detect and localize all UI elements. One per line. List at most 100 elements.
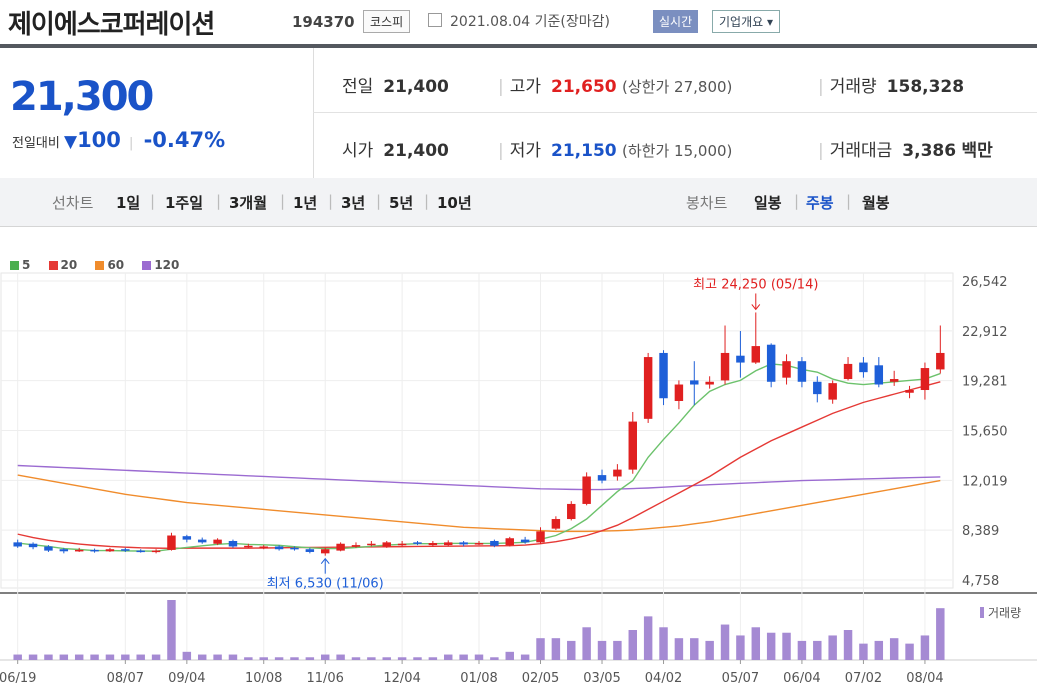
- legend-ma60: 60: [95, 258, 124, 272]
- annotation-low: 최저 6,530 (11/06): [267, 577, 384, 592]
- x-tick-label: 02/05: [522, 671, 559, 686]
- candle-body: [628, 421, 637, 470]
- candle-body: [520, 539, 530, 543]
- volume-bar: [690, 638, 699, 660]
- annotation-low-arrowhead: [320, 557, 330, 564]
- company-info-dropdown[interactable]: 기업개요 ▾: [712, 10, 780, 33]
- quote-panel: 21,300 전일대비 ▼100 | -0.47% 전일 21,400 | 고가 21…: [0, 48, 1037, 179]
- change-percent: -0.47%: [143, 128, 226, 152]
- volume-bar: [213, 654, 222, 660]
- prev-value: 21,400: [383, 77, 449, 97]
- candle-body: [920, 368, 930, 391]
- tab-1w[interactable]: 1주일: [165, 194, 204, 212]
- open-price: 시가 21,400: [342, 136, 449, 161]
- volume-bar: [736, 635, 745, 660]
- volume-bar: [59, 654, 69, 660]
- y-tick-label: 26,542: [962, 275, 1008, 290]
- tab-3y[interactable]: 3년: [341, 194, 366, 212]
- candle-body: [428, 543, 438, 546]
- realtime-button[interactable]: 실시간: [653, 10, 699, 33]
- current-price: 21,300: [10, 74, 154, 120]
- candle-body: [321, 549, 330, 554]
- legend-ma20: 20: [48, 258, 77, 272]
- candle-body: [367, 543, 376, 546]
- volume-bar: [121, 654, 130, 660]
- volume-bar: [628, 630, 637, 660]
- current-price-box: 21,300 전일대비 ▼100 | -0.47%: [0, 48, 314, 178]
- candle-body: [797, 361, 807, 382]
- low-value: 21,150: [551, 141, 617, 161]
- volume-legend-swatch: [980, 607, 984, 618]
- quote-row-divider: [313, 112, 1037, 113]
- y-tick-label: 15,650: [962, 425, 1008, 440]
- candle-body: [182, 536, 192, 540]
- tab-5y[interactable]: 5년: [389, 194, 414, 212]
- candle-body: [382, 542, 391, 547]
- volume-bar: [382, 657, 391, 660]
- price-change: 전일대비 ▼100 | -0.47%: [12, 128, 226, 152]
- volume-bar: [182, 651, 192, 660]
- volume-legend-label: 거래량: [988, 606, 1021, 620]
- stock-name: 제이에스코퍼레이션: [8, 10, 215, 40]
- volume-bar: [643, 616, 653, 660]
- tab-1d[interactable]: 1일: [116, 194, 141, 212]
- volume-bar: [428, 657, 438, 660]
- volume-bar: [843, 630, 853, 660]
- candle-body: [228, 540, 238, 547]
- tab-weekly[interactable]: 주봉: [806, 194, 834, 212]
- x-tick-label: 07/02: [845, 671, 882, 686]
- volume-bar: [105, 654, 115, 660]
- candle-body: [351, 545, 361, 547]
- annotation-high: 최고 24,250 (05/14): [693, 277, 818, 292]
- volume-bar: [705, 640, 714, 660]
- volume-bar: [474, 654, 484, 660]
- tab-daily[interactable]: 일봉: [754, 194, 782, 212]
- candle-body: [690, 380, 699, 385]
- volume-bar: [766, 632, 776, 660]
- down-arrow-icon: ▼: [63, 132, 78, 152]
- high-price: | 고가 21,650 (상한가 27,800): [498, 77, 733, 97]
- x-tick-label: 01/08: [460, 671, 497, 686]
- candle-body: [13, 542, 22, 547]
- candle-body: [766, 344, 776, 382]
- volume-bar: [551, 638, 561, 660]
- x-tick-label: 06/19: [0, 671, 36, 686]
- series-ma120: [17, 464, 941, 491]
- tab-1y[interactable]: 1년: [293, 194, 318, 212]
- y-tick-label: 8,389: [962, 524, 999, 539]
- candle-body: [28, 543, 38, 548]
- volume-bar: [782, 632, 791, 660]
- candle-body: [290, 547, 299, 550]
- low-price: | 저가 21,150 (하한가 15,000): [498, 141, 733, 161]
- candle-body: [274, 546, 284, 550]
- legend-ma120: 120: [142, 258, 179, 272]
- volume-bar: [136, 654, 145, 660]
- volume-bar: [244, 657, 253, 660]
- tab-3m[interactable]: 3개월: [229, 194, 268, 212]
- tab-monthly[interactable]: 월봉: [862, 194, 890, 212]
- tab-10y[interactable]: 10년: [437, 194, 472, 212]
- candle-body: [90, 549, 99, 552]
- volume-bar: [90, 654, 99, 660]
- candle-body: [44, 546, 53, 551]
- volume-bar: [274, 657, 284, 660]
- x-tick-label: 06/04: [783, 671, 820, 686]
- candle-body: [197, 539, 207, 543]
- volume-bar: [28, 654, 38, 660]
- x-tick-label: 09/04: [168, 671, 205, 686]
- x-tick-label: 08/04: [906, 671, 943, 686]
- volume-bar: [874, 640, 884, 660]
- stock-header: 제이에스코퍼레이션 194370 코스피 2021.08.04 기준(장마감) …: [0, 0, 1037, 44]
- lower-limit: (하한가 15,000): [622, 142, 733, 160]
- candle-body: [105, 549, 115, 552]
- header-divider: [0, 44, 1037, 48]
- volume-bar: [936, 608, 945, 660]
- candle-body: [643, 357, 653, 419]
- volume-bar: [397, 657, 407, 660]
- volume-bar: [413, 657, 422, 660]
- trade-value: | 거래대금 3,386 백만: [818, 141, 993, 161]
- high-label: 고가: [509, 77, 542, 97]
- candle-body: [536, 531, 545, 543]
- volume-bar: [613, 640, 622, 660]
